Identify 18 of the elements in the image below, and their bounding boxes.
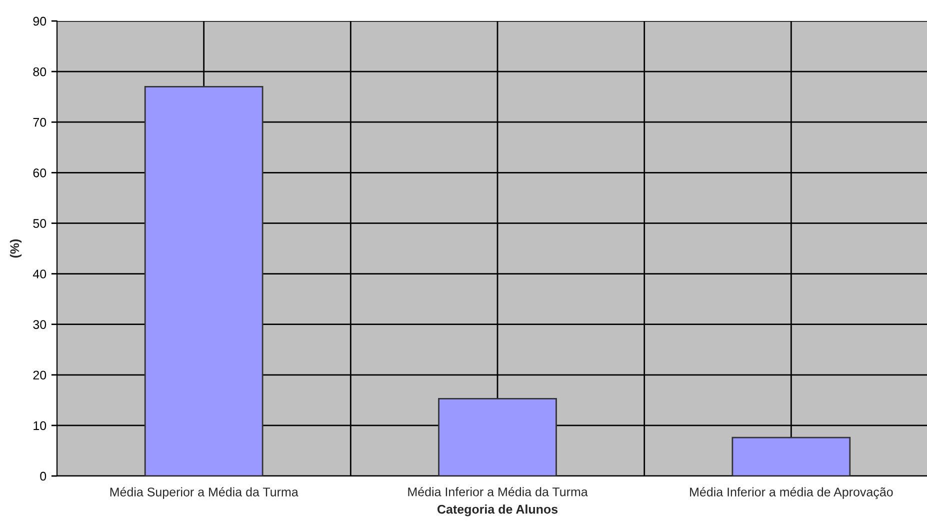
x-tick-label: Média Inferior a Média da Turma — [408, 486, 588, 496]
y-tick-label: 20 — [33, 370, 46, 380]
y-tick-label: 50 — [33, 219, 46, 228]
y-tick-label: 40 — [32, 270, 46, 278]
bar — [438, 398, 557, 476]
x-tick-label: Média Inferior a média de Aprovação — [690, 487, 893, 499]
bar — [732, 436, 851, 476]
y-tick-label: 90 — [33, 16, 46, 26]
y-tick-label: 80 — [33, 67, 46, 76]
y-tick-label: 60 — [33, 168, 46, 178]
y-tick-label: 30 — [33, 320, 46, 329]
bar — [144, 86, 264, 476]
x-axis-title: Categoria de Alunos — [437, 504, 558, 516]
x-tick-label: Média Superior a Média da Turma — [110, 487, 298, 499]
y-axis-title: (%) — [10, 239, 22, 258]
y-tick-label: 70 — [33, 118, 46, 127]
y-tick-label: 0 — [40, 472, 46, 481]
y-tick-label: 10 — [34, 421, 46, 430]
